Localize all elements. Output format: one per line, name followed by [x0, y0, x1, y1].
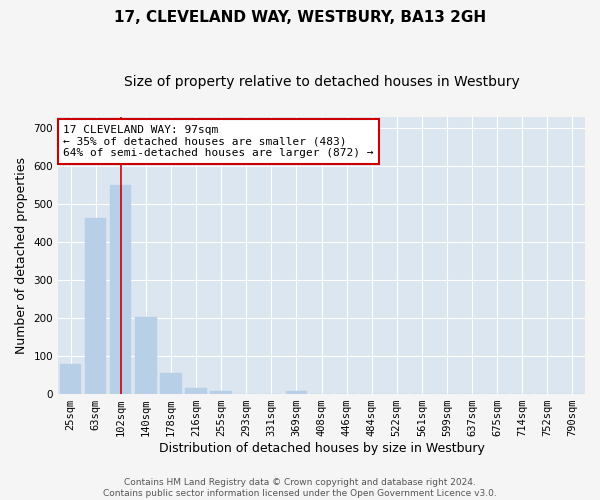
- Bar: [160, 373, 182, 394]
- Y-axis label: Number of detached properties: Number of detached properties: [15, 157, 28, 354]
- Bar: [60, 364, 81, 394]
- Bar: [286, 391, 307, 394]
- Text: Contains HM Land Registry data © Crown copyright and database right 2024.
Contai: Contains HM Land Registry data © Crown c…: [103, 478, 497, 498]
- Bar: [135, 317, 157, 394]
- Text: 17, CLEVELAND WAY, WESTBURY, BA13 2GH: 17, CLEVELAND WAY, WESTBURY, BA13 2GH: [114, 10, 486, 25]
- Bar: [185, 388, 207, 394]
- Bar: [110, 186, 131, 394]
- Bar: [85, 218, 106, 394]
- Title: Size of property relative to detached houses in Westbury: Size of property relative to detached ho…: [124, 75, 520, 89]
- X-axis label: Distribution of detached houses by size in Westbury: Distribution of detached houses by size …: [158, 442, 484, 455]
- Text: 17 CLEVELAND WAY: 97sqm
← 35% of detached houses are smaller (483)
64% of semi-d: 17 CLEVELAND WAY: 97sqm ← 35% of detache…: [64, 125, 374, 158]
- Bar: [211, 392, 232, 394]
